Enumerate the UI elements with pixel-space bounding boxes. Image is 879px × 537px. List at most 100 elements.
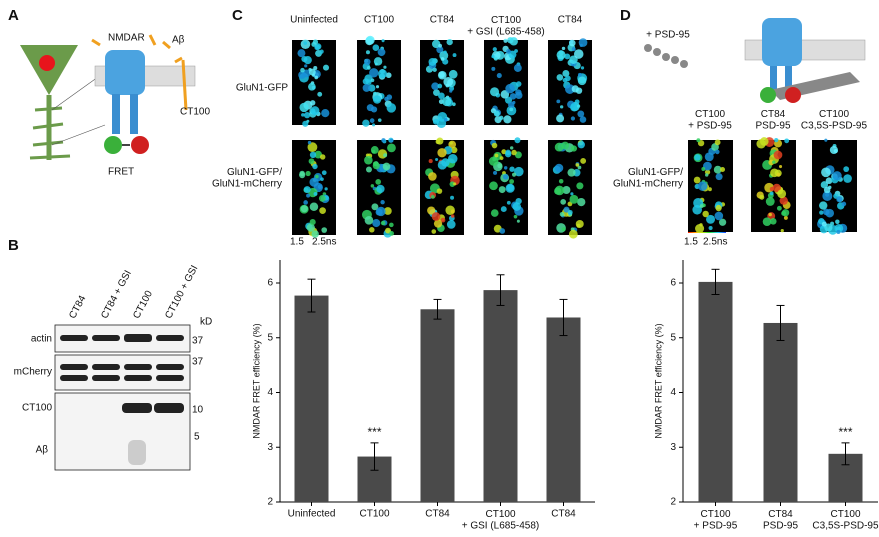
marker-label: 5 [194,432,200,443]
spine [577,141,585,149]
spine [702,210,709,218]
spine [369,227,375,233]
spine [317,184,323,190]
spine [501,149,507,155]
spine [380,220,386,226]
spine [781,209,790,217]
bar [294,295,329,502]
significance: *** [838,425,852,439]
spine [820,181,829,189]
column-label: Uninfected [290,15,338,26]
spine [443,50,447,54]
y-tick-label: 4 [267,387,273,398]
spine [382,162,391,171]
x-tick-label: CT100 [359,509,389,520]
spine [579,43,583,47]
spine [697,181,708,191]
spine [759,137,769,146]
spine [433,89,440,97]
spine [577,165,582,170]
spine [385,72,392,79]
spine [571,47,576,52]
spine [383,65,387,69]
panel-label: A [8,7,19,24]
blot [54,354,191,391]
spine [568,39,576,47]
scale-label: 1.5 [684,237,698,248]
spine [371,149,376,154]
y-tick-label: 2 [267,497,273,508]
y-tick-label: 4 [670,387,676,398]
spine [824,138,828,142]
spine [453,182,457,186]
spine [504,96,513,104]
spine [431,194,435,199]
spine [503,166,508,170]
spine [372,123,376,127]
spine [562,69,570,77]
spine [308,82,316,91]
spine [515,81,522,87]
spine [514,166,524,177]
spine [505,149,511,156]
spine [567,209,573,215]
spine [776,172,781,177]
spine [438,71,445,78]
spine [436,46,444,54]
spine [836,229,841,234]
spine [389,138,394,143]
spine [559,105,564,109]
spine [450,195,455,200]
spine [780,228,784,233]
spine [320,154,326,160]
spine [500,206,507,213]
spine [372,95,382,104]
spine [438,92,445,100]
spine [779,196,788,205]
spine [376,206,386,217]
spine [428,58,437,66]
spine [305,170,311,177]
spine [577,197,586,207]
micrograph [484,40,528,125]
spine [380,200,385,205]
spine [509,107,514,112]
column-label: CT84 [430,15,455,26]
neuron-diagram [20,34,196,160]
spine [496,73,502,79]
lane-label: CT84 + GSI [99,269,134,321]
spine [696,138,701,143]
spine [769,218,777,225]
spine [497,163,503,169]
row-label: mCherry [14,367,52,378]
column-label: CT84 PSD-95 [755,109,790,132]
spine [446,220,456,229]
spine [718,218,727,226]
spine [493,110,500,117]
spine [762,217,772,226]
spine [776,205,782,211]
spine [324,187,328,191]
spine [515,91,523,100]
spine [516,219,520,223]
spine [320,177,324,181]
spine [772,160,776,164]
spine [699,223,703,227]
spine [364,74,373,83]
spine [570,103,579,112]
spine [362,83,371,92]
spine [303,41,308,45]
spine [365,36,374,46]
spine [440,57,445,61]
spine [561,141,570,150]
spine [314,75,319,80]
spine [829,145,838,155]
spine [321,170,327,176]
panel-label: C [232,7,243,24]
row-label: Aβ [36,445,49,456]
spine [570,192,574,196]
spine [373,91,377,96]
spine [512,202,521,211]
spine [451,146,458,154]
x-tick-label: CT84 PSD-95 [763,509,798,532]
